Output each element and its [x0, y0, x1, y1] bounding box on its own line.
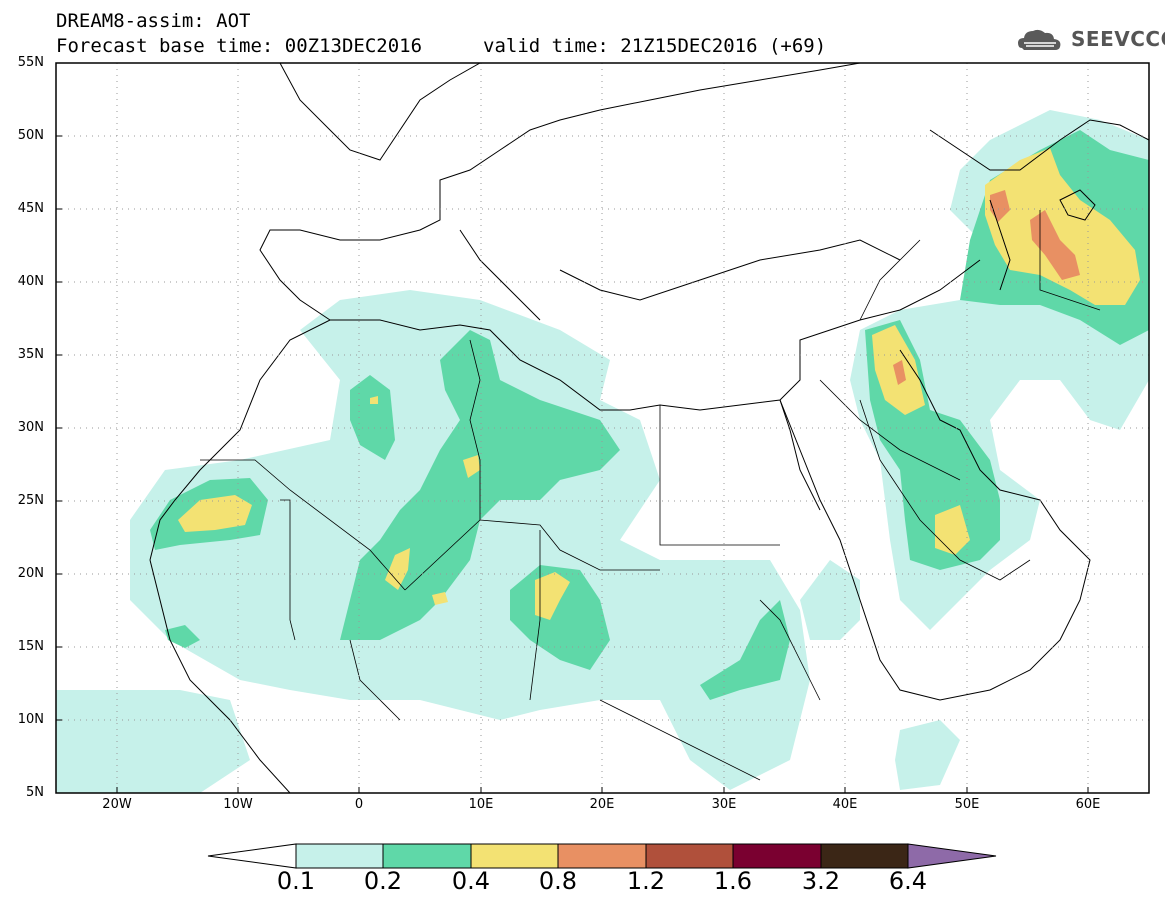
- lat-label: 30N: [17, 420, 44, 435]
- axis-ticks: [56, 62, 1089, 793]
- lon-label: 20W: [102, 797, 132, 812]
- chart-title: DREAM8-assim: AOT: [56, 10, 251, 32]
- lat-label: 55N: [17, 55, 44, 70]
- lat-label: 5N: [26, 785, 44, 800]
- colorbar-label: 6.4: [888, 867, 928, 895]
- colorbar-label: 0.1: [276, 867, 316, 895]
- country-borders: [200, 210, 1101, 781]
- colorbar-label: 0.8: [538, 867, 578, 895]
- valid-time: valid time: 21Z15DEC2016 (+69): [483, 35, 827, 57]
- lon-label: 10W: [223, 797, 253, 812]
- colorbar-label: 3.2: [801, 867, 841, 895]
- forecast-base-time: Forecast base time: 00Z13DEC2016: [56, 35, 423, 57]
- lon-label: 40E: [832, 797, 858, 812]
- colorbar-label: 1.2: [626, 867, 666, 895]
- lat-label: 45N: [17, 201, 44, 216]
- lon-label: 0: [354, 797, 364, 812]
- lat-label: 40N: [17, 274, 44, 289]
- lon-label: 60E: [1075, 797, 1101, 812]
- lat-label: 10N: [17, 712, 44, 727]
- cloud-icon: [1018, 29, 1061, 50]
- lat-label: 35N: [17, 347, 44, 362]
- lat-label: 50N: [17, 128, 44, 143]
- logo-text: SEEVCCC: [1071, 27, 1165, 51]
- colorbar-label: 1.6: [713, 867, 753, 895]
- coastlines: [149, 63, 1149, 793]
- colorbar-label: 0.4: [451, 867, 491, 895]
- aot-map: [55, 62, 1150, 794]
- graticule: [56, 63, 1149, 793]
- lon-label: 50E: [954, 797, 980, 812]
- lon-label: 30E: [711, 797, 737, 812]
- lon-label: 10E: [468, 797, 494, 812]
- lat-label: 15N: [17, 639, 44, 654]
- lat-label: 20N: [17, 566, 44, 581]
- lon-label: 20E: [589, 797, 615, 812]
- lat-label: 25N: [17, 493, 44, 508]
- colorbar-label: 0.2: [363, 867, 403, 895]
